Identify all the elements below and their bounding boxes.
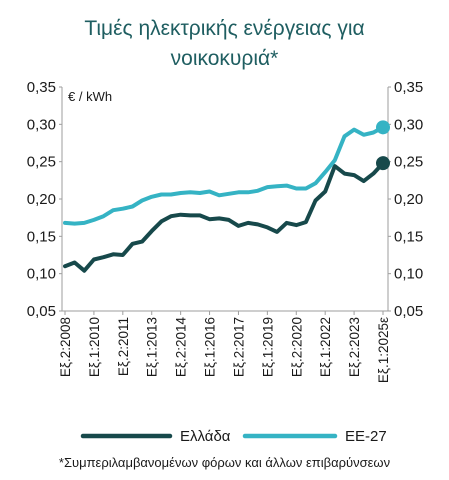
- end-marker-eu27: [376, 120, 390, 135]
- x-tick-label: Εξ.2:2017: [231, 317, 246, 377]
- chart-axes: 0,05 0,05 0,10 0,10 0,15 0,15 0,20 0,20 0,25 0,25…: [27, 79, 423, 383]
- x-tick-label: Εξ.1:2019: [260, 317, 275, 377]
- y-tick-label-left: 0,25: [27, 154, 56, 171]
- footnote: *Συμπεριλαμβανομένων φόρων και άλλων επι…: [58, 455, 391, 470]
- x-tick-label: Εξ.2:2020: [289, 317, 304, 377]
- y-tick-label-left: 0,30: [27, 116, 56, 133]
- series-line-greece: [63, 161, 385, 273]
- title-line-1: Τιμές ηλεκτρικής ενέργειας για: [84, 17, 365, 40]
- legend-label-eu27: ΕΕ-27: [345, 428, 387, 445]
- chart-title: Τιμές ηλεκτρικής ενέργειας για νοικοκυρι…: [0, 14, 449, 74]
- x-tick-label: Εξ.1:2022: [318, 317, 333, 377]
- title-line-2: νοικοκυριά*: [170, 47, 279, 70]
- x-tick-label: Εξ.1:2013: [145, 317, 160, 377]
- y-tick-label-right: 0,25: [394, 154, 423, 171]
- y-tick-label-right: 0,30: [394, 116, 423, 133]
- chart-legend: Ελλάδα ΕΕ-27: [80, 428, 387, 445]
- y-tick-label-left: 0,20: [27, 191, 56, 208]
- legend-label-greece: Ελλάδα: [180, 428, 231, 445]
- series-line-eu27: [63, 125, 385, 226]
- y-tick-label-right: 0,10: [394, 266, 423, 283]
- series-layer: [63, 120, 390, 273]
- x-tick-label: Εξ.2:2014: [174, 317, 189, 378]
- x-tick-label: Εξ.2:2023: [347, 317, 362, 377]
- x-tick-label: Εξ.2:2008: [58, 317, 73, 377]
- end-marker-greece: [376, 156, 390, 171]
- x-tick-label: Εξ.2:2011: [116, 317, 131, 376]
- x-tick-label: Εξ.1:2025ε: [376, 317, 391, 383]
- y-tick-label-right: 0,05: [394, 303, 423, 320]
- y-unit-label: € / kWh: [68, 89, 112, 104]
- y-tick-label-left: 0,35: [27, 79, 56, 96]
- y-tick-label-right: 0,35: [394, 79, 423, 96]
- y-tick-label-left: 0,15: [27, 228, 56, 245]
- y-tick-label-right: 0,20: [394, 191, 423, 208]
- x-tick-label: Εξ.1:2010: [87, 317, 102, 377]
- y-tick-label-right: 0,15: [394, 228, 423, 245]
- y-tick-label-left: 0,10: [27, 266, 56, 283]
- x-tick-label: Εξ.1:2016: [203, 317, 218, 377]
- y-tick-label-left: 0,05: [27, 303, 56, 320]
